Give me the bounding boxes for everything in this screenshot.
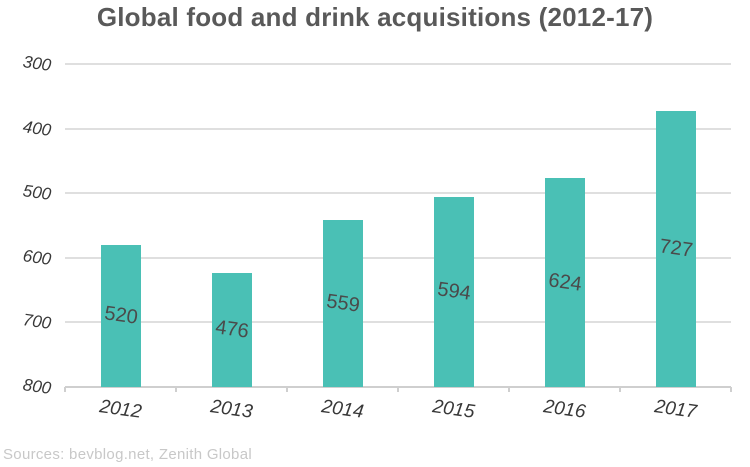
bar: 624	[545, 178, 585, 387]
x-tick-label: 2015	[431, 396, 476, 423]
x-axis-tick	[730, 387, 732, 392]
bar-value-label: 559	[325, 289, 362, 317]
x-tick-label: 2016	[542, 396, 587, 423]
x-tick-label: 2012	[98, 396, 143, 423]
sources-caption: Sources: bevblog.net, Zenith Global	[3, 446, 252, 463]
bar: 727	[656, 111, 696, 387]
gridline	[65, 63, 731, 65]
bar-value-label: 624	[547, 268, 584, 296]
x-axis-tick	[619, 387, 621, 392]
x-axis-tick	[397, 387, 399, 392]
y-tick-label: 700	[21, 310, 53, 333]
x-axis-tick	[64, 387, 66, 392]
bar-value-label: 727	[658, 235, 695, 262]
bar-value-label: 520	[103, 302, 140, 329]
y-tick-label: 400	[21, 117, 53, 140]
bar-value-label: 594	[436, 278, 473, 305]
x-axis-tick	[286, 387, 288, 392]
bar: 520	[101, 245, 141, 387]
bar-value-label: 476	[214, 316, 251, 343]
bar: 559	[323, 220, 363, 387]
x-tick-label: 2013	[209, 396, 254, 423]
y-tick-label: 800	[21, 375, 53, 398]
gridline	[65, 321, 731, 323]
bar: 476	[212, 273, 252, 387]
y-tick-label: 600	[21, 246, 53, 269]
x-tick-label: 2014	[320, 396, 365, 423]
x-axis-tick	[508, 387, 510, 392]
chart-title: Global food and drink acquisitions (2012…	[96, 2, 654, 32]
y-tick-label: 500	[21, 181, 53, 204]
y-tick-label: 300	[21, 52, 53, 75]
x-tick-label: 2017	[653, 396, 698, 423]
x-axis-tick	[175, 387, 177, 392]
gridline	[65, 257, 731, 259]
plot-area: 300 400 500 600 700 800 520 2012 476 2013 559 2014 5…	[22, 52, 732, 423]
bar: 594	[434, 197, 474, 387]
gridline	[65, 128, 731, 130]
gridline	[65, 192, 731, 194]
